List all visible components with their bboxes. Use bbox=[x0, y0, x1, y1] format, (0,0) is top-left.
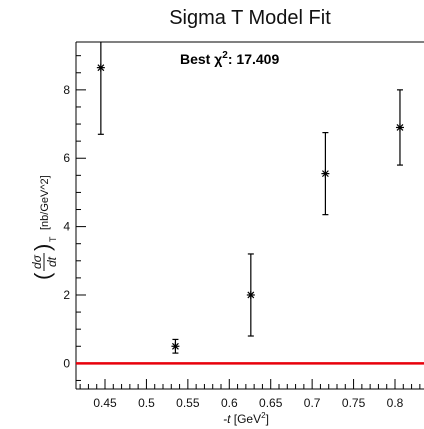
y-label-frac-top: dσ bbox=[30, 254, 44, 269]
annotation-suffix: : 17.409 bbox=[228, 51, 280, 67]
y-label-bracket-left: ( bbox=[30, 272, 55, 280]
marker-stroke bbox=[247, 291, 255, 299]
data-point bbox=[246, 253, 255, 337]
x-tick-label: 0.5 bbox=[138, 396, 155, 410]
chart-title: Sigma T Model Fit bbox=[169, 7, 331, 29]
x-axis-var: -t bbox=[223, 412, 231, 426]
plot-frame bbox=[75, 41, 424, 390]
marker-stroke bbox=[97, 64, 105, 72]
marker-stroke bbox=[172, 342, 179, 350]
y-label-bracket-right: ) bbox=[30, 244, 55, 251]
y-axis-label: ( dσ dt ) T [nb/GeV^2] bbox=[30, 175, 59, 280]
y-label-sub: T bbox=[48, 236, 58, 242]
x-tick-label: 0.75 bbox=[342, 396, 366, 410]
x-tick-label: 0.55 bbox=[176, 396, 200, 410]
y-label-unit: [nb/GeV^2] bbox=[39, 175, 51, 230]
data-point bbox=[321, 131, 330, 216]
marker-stroke bbox=[396, 124, 404, 131]
annotation-prefix: Best χ bbox=[180, 51, 222, 67]
x-axis-unit-sup: 2 bbox=[261, 411, 266, 420]
y-label-frac-bottom: dt bbox=[45, 256, 59, 267]
annotation-sup: 2 bbox=[222, 50, 228, 61]
x-tick-label: 0.65 bbox=[259, 396, 283, 410]
y-tick-label: 4 bbox=[63, 220, 70, 234]
data-point bbox=[96, 42, 105, 135]
y-tick-label: 6 bbox=[63, 151, 70, 165]
y-tick-label: 2 bbox=[63, 288, 70, 302]
y-tick-label: 0 bbox=[63, 356, 70, 370]
best-chi2-annotation: Best χ2: 17.409 bbox=[180, 50, 279, 67]
data-point bbox=[395, 89, 404, 166]
x-tick-label: 0.45 bbox=[93, 396, 117, 410]
x-tick-label: 0.6 bbox=[221, 396, 238, 410]
data-points bbox=[96, 42, 404, 354]
data-point bbox=[171, 338, 180, 354]
x-axis-ticks: 0.45 0.5 0.55 0.6 0.65 0.7 0.75 0.8 bbox=[79, 379, 421, 410]
marker-stroke bbox=[321, 170, 329, 178]
x-tick-label: 0.7 bbox=[304, 396, 321, 410]
y-tick-label: 8 bbox=[63, 83, 70, 97]
x-tick-label: 0.8 bbox=[387, 396, 404, 410]
x-axis-label: -t [GeV2] bbox=[223, 411, 269, 426]
y-axis-ticks: 0 2 4 6 8 bbox=[63, 55, 86, 381]
x-axis-unit: [GeV bbox=[234, 412, 261, 426]
x-axis-unit-close: ] bbox=[266, 412, 269, 426]
